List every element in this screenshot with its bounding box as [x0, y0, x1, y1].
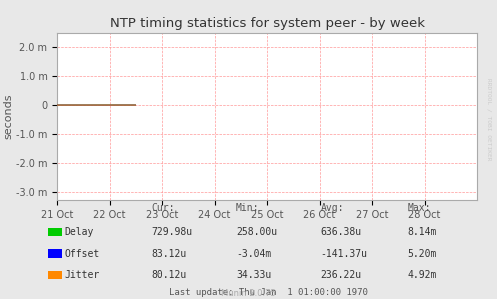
Text: Offset: Offset	[65, 248, 100, 259]
Text: 729.98u: 729.98u	[152, 227, 193, 237]
Text: 258.00u: 258.00u	[236, 227, 277, 237]
Y-axis label: seconds: seconds	[3, 94, 13, 139]
Text: Cur:: Cur:	[152, 203, 175, 213]
Text: Delay: Delay	[65, 227, 94, 237]
Text: -141.37u: -141.37u	[321, 248, 368, 259]
Text: 236.22u: 236.22u	[321, 270, 362, 280]
Text: Min:: Min:	[236, 203, 259, 213]
Text: Avg:: Avg:	[321, 203, 344, 213]
Text: 80.12u: 80.12u	[152, 270, 187, 280]
Text: 34.33u: 34.33u	[236, 270, 271, 280]
Text: RRDTOOL / TOBI OETIKER: RRDTOOL / TOBI OETIKER	[486, 78, 491, 161]
Title: NTP timing statistics for system peer - by week: NTP timing statistics for system peer - …	[110, 17, 424, 30]
Text: -3.04m: -3.04m	[236, 248, 271, 259]
Text: 8.14m: 8.14m	[408, 227, 437, 237]
Text: Last update: Thu Jan  1 01:00:00 1970: Last update: Thu Jan 1 01:00:00 1970	[169, 289, 368, 298]
Text: 5.20m: 5.20m	[408, 248, 437, 259]
Text: 636.38u: 636.38u	[321, 227, 362, 237]
Text: 4.92m: 4.92m	[408, 270, 437, 280]
Text: Munin 2.0.75: Munin 2.0.75	[221, 289, 276, 298]
Text: 83.12u: 83.12u	[152, 248, 187, 259]
Text: Jitter: Jitter	[65, 270, 100, 280]
Text: Max:: Max:	[408, 203, 431, 213]
